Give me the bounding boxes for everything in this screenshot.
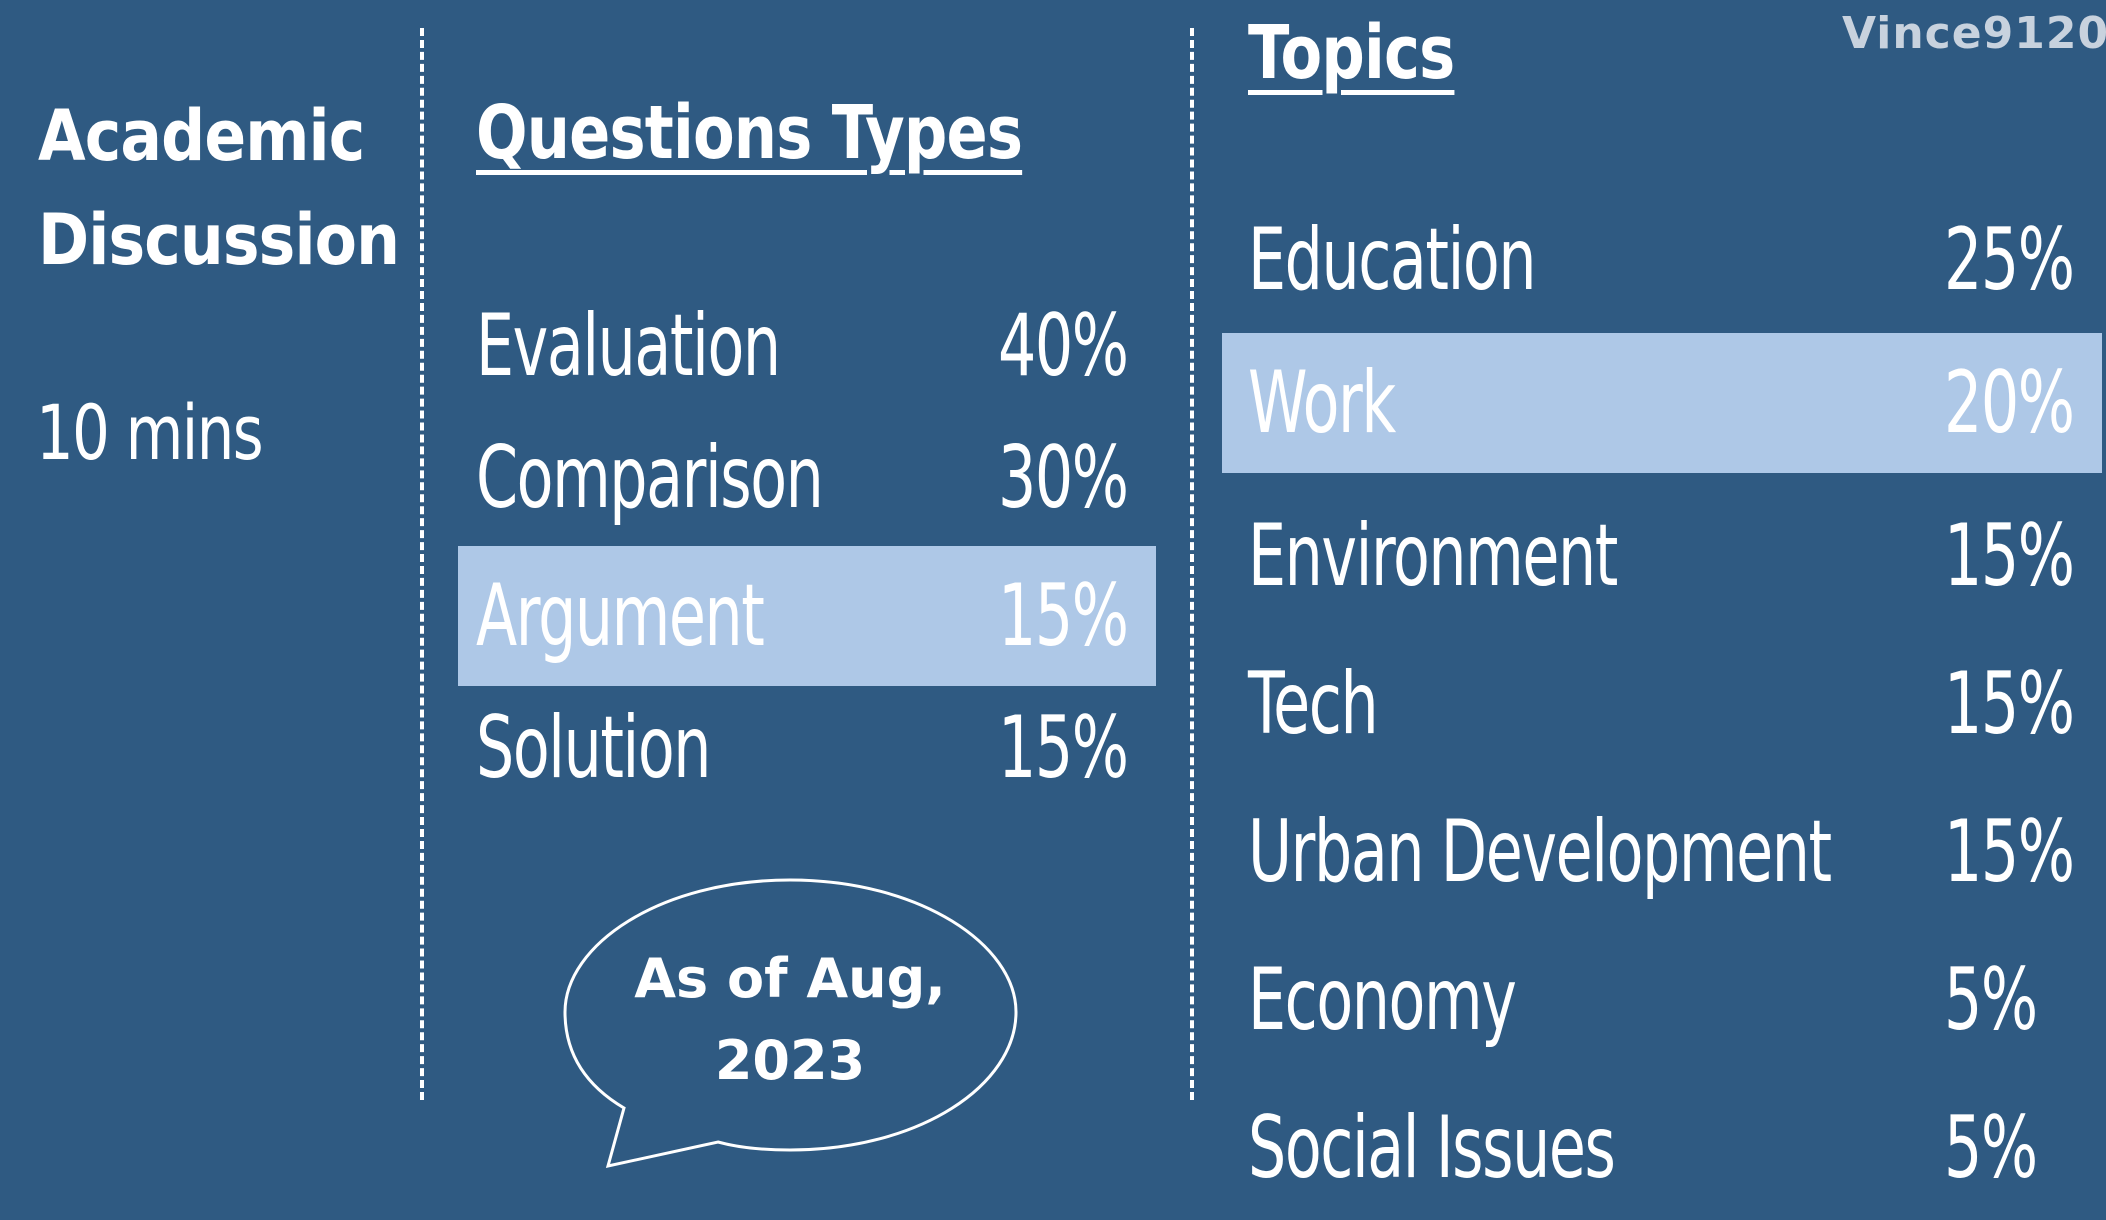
question-type-row: Comparison 30%: [458, 408, 1156, 548]
topic-row-highlighted: Work 20%: [1222, 333, 2102, 473]
topic-percent: 15%: [1944, 506, 2075, 606]
topic-percent: 15%: [1944, 654, 2075, 754]
topic-row: Urban Development 15%: [1222, 782, 2102, 922]
topic-label: Tech: [1248, 654, 1379, 754]
topic-label: Education: [1248, 210, 1537, 310]
question-type-label: Evaluation: [476, 296, 781, 396]
topic-label: Work: [1248, 353, 1396, 453]
topic-label: Environment: [1248, 506, 1618, 606]
topics-header: Topics: [1248, 10, 1455, 96]
duration-label: 10 mins: [36, 388, 264, 477]
question-type-label: Comparison: [476, 428, 824, 528]
topic-row: Social Issues 5%: [1222, 1078, 2102, 1218]
speech-bubble-icon: [563, 878, 1018, 1168]
bubble-text-line1: As of Aug,: [634, 947, 946, 1010]
topic-percent: 5%: [1944, 1098, 2038, 1198]
question-type-percent: 15%: [998, 566, 1129, 666]
topic-percent: 25%: [1944, 210, 2075, 310]
topic-row: Tech 15%: [1222, 634, 2102, 774]
column-separator-right: [1190, 28, 1194, 1100]
topic-row: Education 25%: [1222, 190, 2102, 330]
question-type-row: Solution 15%: [458, 678, 1156, 818]
watermark: Vince9120: [1842, 8, 2106, 59]
question-type-row-highlighted: Argument 15%: [458, 546, 1156, 686]
topic-percent: 20%: [1944, 353, 2075, 453]
question-type-percent: 30%: [998, 428, 1129, 528]
column-separator-left: [420, 28, 424, 1100]
question-types-header: Questions Types: [476, 90, 1023, 176]
topic-row: Economy 5%: [1222, 930, 2102, 1070]
topic-label: Economy: [1248, 950, 1517, 1050]
question-type-percent: 40%: [998, 296, 1129, 396]
section-title-line2: Discussion: [38, 199, 400, 281]
topic-label: Social Issues: [1248, 1098, 1616, 1198]
question-type-label: Argument: [476, 566, 765, 666]
question-type-percent: 15%: [998, 698, 1129, 798]
topic-percent: 5%: [1944, 950, 2038, 1050]
topic-label: Urban Development: [1248, 802, 1832, 902]
topic-row: Environment 15%: [1222, 486, 2102, 626]
topic-percent: 15%: [1944, 802, 2075, 902]
bubble-text-line2: 2023: [714, 1029, 866, 1092]
question-type-label: Solution: [476, 698, 711, 798]
question-type-row: Evaluation 40%: [458, 276, 1156, 416]
section-title-line1: Academic: [38, 95, 365, 177]
